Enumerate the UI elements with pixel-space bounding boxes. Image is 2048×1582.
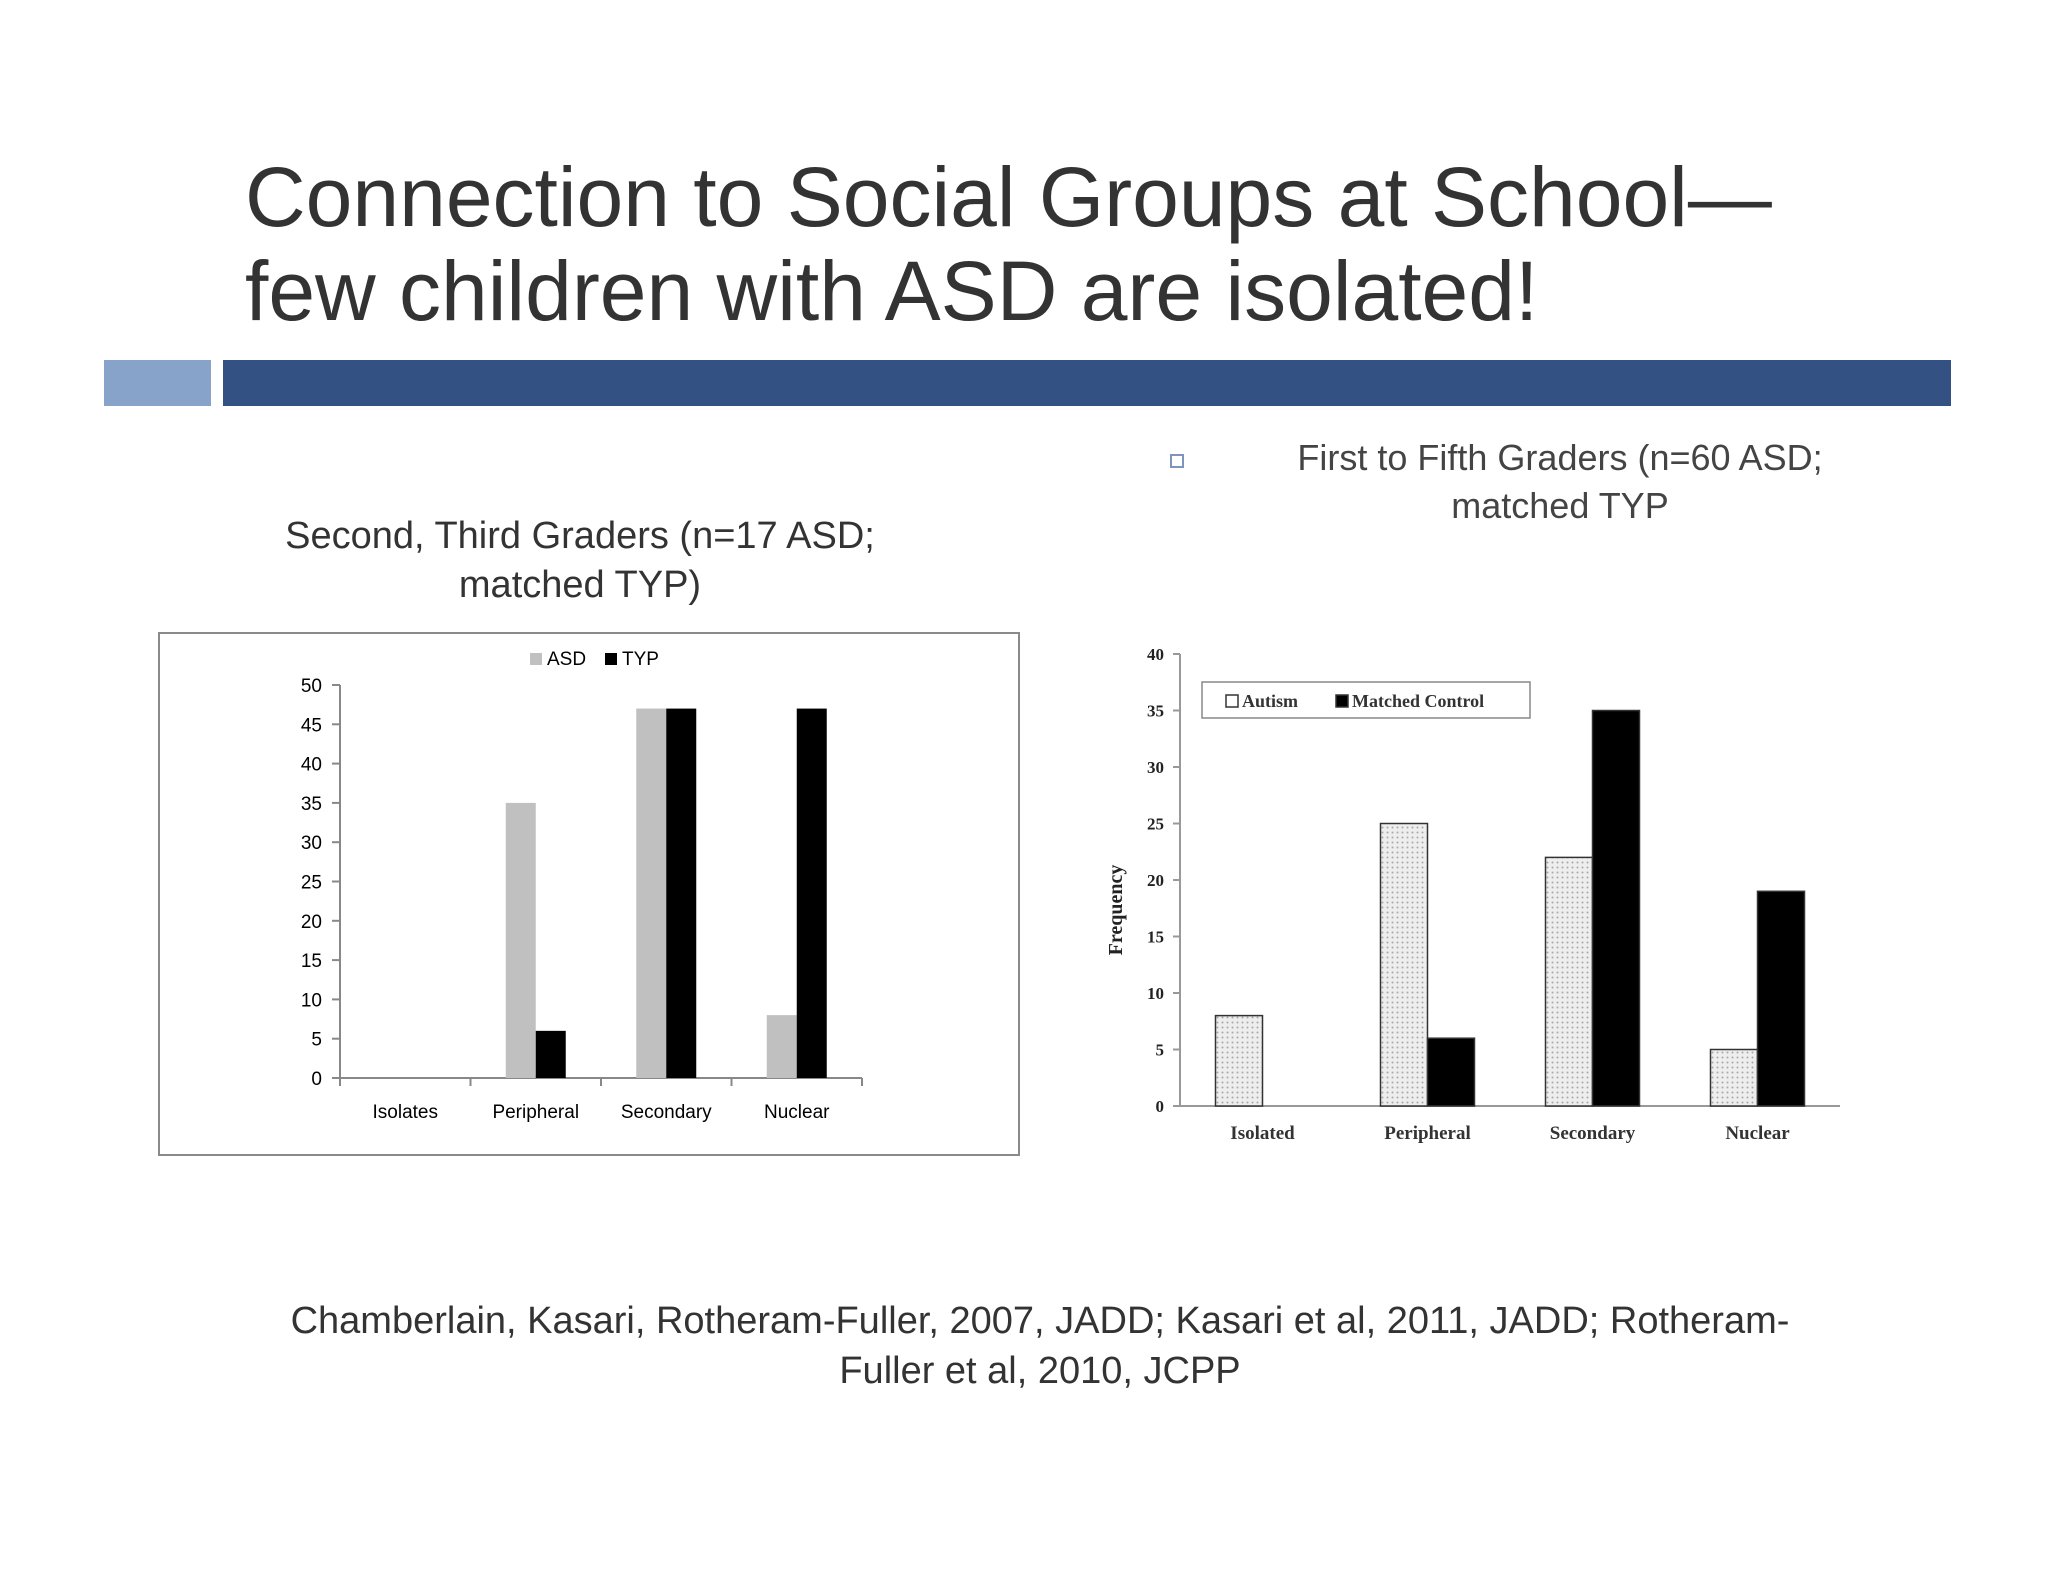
y-tick-label: 20 <box>301 912 322 933</box>
bar-typ-secondary <box>666 708 697 1078</box>
x-tick-label: Peripheral <box>1384 1123 1471 1144</box>
x-tick-label: Secondary <box>1550 1123 1636 1144</box>
bar-autism-peripheral <box>1379 822 1429 1107</box>
y-tick-label: 35 <box>1147 702 1164 721</box>
x-tick-label: Secondary <box>621 1102 712 1123</box>
citation-line-2: Fuller et al, 2010, JCPP <box>839 1350 1241 1392</box>
square-bullet-icon <box>1170 454 1184 468</box>
y-tick-label: 40 <box>1147 645 1164 664</box>
y-tick-label: 5 <box>311 1030 322 1051</box>
y-tick-label: 40 <box>301 755 322 776</box>
y-tick-label: 0 <box>1156 1097 1165 1116</box>
y-tick-label: 0 <box>311 1069 322 1090</box>
right-chart-caption-line-1: First to Fifth Graders (n=60 ASD; <box>1297 437 1823 478</box>
x-tick-label: Isolated <box>1230 1123 1295 1144</box>
y-tick-label: 20 <box>1147 871 1164 890</box>
bar-autism-secondary <box>1544 856 1594 1107</box>
right-chart-caption: First to Fifth Graders (n=60 ASD; matche… <box>1150 434 1970 530</box>
y-tick-label: 45 <box>301 715 322 736</box>
legend-box <box>1201 681 1531 719</box>
bar-matched-control-peripheral <box>1426 1037 1476 1107</box>
bar-asd-secondary <box>636 708 667 1078</box>
legend-label-autism: Autism <box>1242 691 1298 711</box>
y-tick-label: 35 <box>301 794 322 815</box>
right-chart-caption-line-2: matched TYP <box>1451 485 1669 526</box>
legend-swatch-matched-control <box>1335 694 1349 708</box>
bar-typ-peripheral <box>535 1030 566 1078</box>
bar-typ-nuclear <box>796 708 827 1078</box>
x-tick-label: Nuclear <box>764 1102 830 1123</box>
slide-title: Connection to Social Groups at School— f… <box>245 150 1945 338</box>
legend-swatch-asd <box>530 653 542 665</box>
slide-title-line-2: few children with ASD are isolated! <box>245 244 1539 338</box>
legend-swatch-typ <box>605 653 617 665</box>
legend-swatch-autism <box>1225 694 1239 708</box>
citation: Chamberlain, Kasari, Rotheram-Fuller, 20… <box>180 1296 1900 1396</box>
left-chart-frame <box>158 632 1020 1156</box>
bar-asd-peripheral <box>505 802 536 1078</box>
y-axis-label: Frequency <box>1105 865 1127 956</box>
y-tick-label: 15 <box>1147 928 1164 947</box>
legend-label-typ: TYP <box>622 649 659 670</box>
y-tick-label: 25 <box>1147 815 1164 834</box>
x-tick-label: Nuclear <box>1725 1123 1790 1144</box>
y-tick-label: 30 <box>301 833 322 854</box>
y-tick-label: 15 <box>301 951 322 972</box>
citation-line-1: Chamberlain, Kasari, Rotheram-Fuller, 20… <box>290 1300 1790 1342</box>
y-tick-label: 10 <box>1147 984 1164 1003</box>
y-tick-label: 25 <box>301 873 322 894</box>
y-tick-label: 30 <box>1147 758 1164 777</box>
slide-title-line-1: Connection to Social Groups at School— <box>245 150 1772 244</box>
x-tick-label: Isolates <box>373 1102 438 1123</box>
accent-bar-light <box>104 360 211 406</box>
bar-asd-nuclear <box>766 1015 797 1078</box>
y-tick-label: 10 <box>301 990 322 1011</box>
left-chart-caption-line-1: Second, Third Graders (n=17 ASD; <box>285 515 875 557</box>
legend-label-asd: ASD <box>547 649 586 670</box>
bar-matched-control-secondary <box>1591 709 1641 1107</box>
y-tick-label: 5 <box>1156 1041 1165 1060</box>
left-chart-caption-line-2: matched TYP) <box>458 564 702 606</box>
y-tick-label: 50 <box>301 676 322 697</box>
accent-bar-dark <box>223 360 1951 406</box>
legend-label-matched-control: Matched Control <box>1352 691 1484 711</box>
x-tick-label: Peripheral <box>492 1102 579 1123</box>
bar-matched-control-nuclear <box>1756 890 1806 1107</box>
bar-autism-isolated <box>1214 1014 1264 1107</box>
bar-autism-nuclear <box>1709 1048 1759 1107</box>
left-chart-caption: Second, Third Graders (n=17 ASD; matched… <box>200 512 960 610</box>
